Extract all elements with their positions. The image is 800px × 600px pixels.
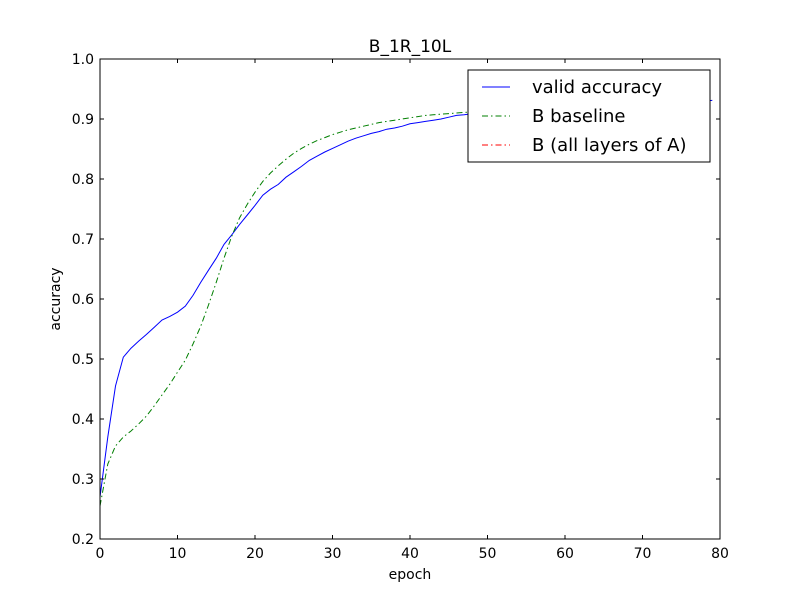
series-line-1 <box>99 110 488 507</box>
legend: valid accuracy B baseline B (all layers of… <box>467 69 711 163</box>
x-tick-label: 20 <box>246 546 264 562</box>
x-tick-label: 10 <box>169 546 187 562</box>
x-tick-label: 80 <box>711 546 729 562</box>
chart-title: B_1R_10L <box>369 37 452 57</box>
legend-label-0: valid accuracy <box>532 77 662 98</box>
legend-box <box>467 69 711 163</box>
y-tick-label: 0.3 <box>72 472 94 488</box>
legend-label-2: B (all layers of A) <box>532 135 687 156</box>
legend-label-1: B baseline <box>532 106 625 127</box>
x-tick-label: 30 <box>324 546 342 562</box>
x-tick-label: 60 <box>556 546 574 562</box>
y-tick-label: 0.8 <box>72 172 94 188</box>
y-tick-label: 0.7 <box>72 232 94 248</box>
y-tick-label: 0.4 <box>72 412 94 428</box>
y-tick-label: 0.2 <box>72 532 94 548</box>
x-tick-label: 70 <box>634 546 652 562</box>
x-tick-label: 50 <box>479 546 497 562</box>
y-tick-label: 0.9 <box>72 112 94 128</box>
x-tick-label: 40 <box>401 546 419 562</box>
x-tick-label: 0 <box>96 546 105 562</box>
y-tick-label: 1.0 <box>72 52 94 68</box>
y-tick-label: 0.6 <box>72 292 94 308</box>
x-axis-label: epoch <box>389 567 432 583</box>
y-tick-label: 0.5 <box>72 352 94 368</box>
y-axis-label: accuracy <box>48 267 64 330</box>
axes-layer: 0 10 20 30 40 50 60 70 80 0.2 0.3 0.4 0.5 0.6 0.7 0.8 0.… <box>72 52 729 562</box>
